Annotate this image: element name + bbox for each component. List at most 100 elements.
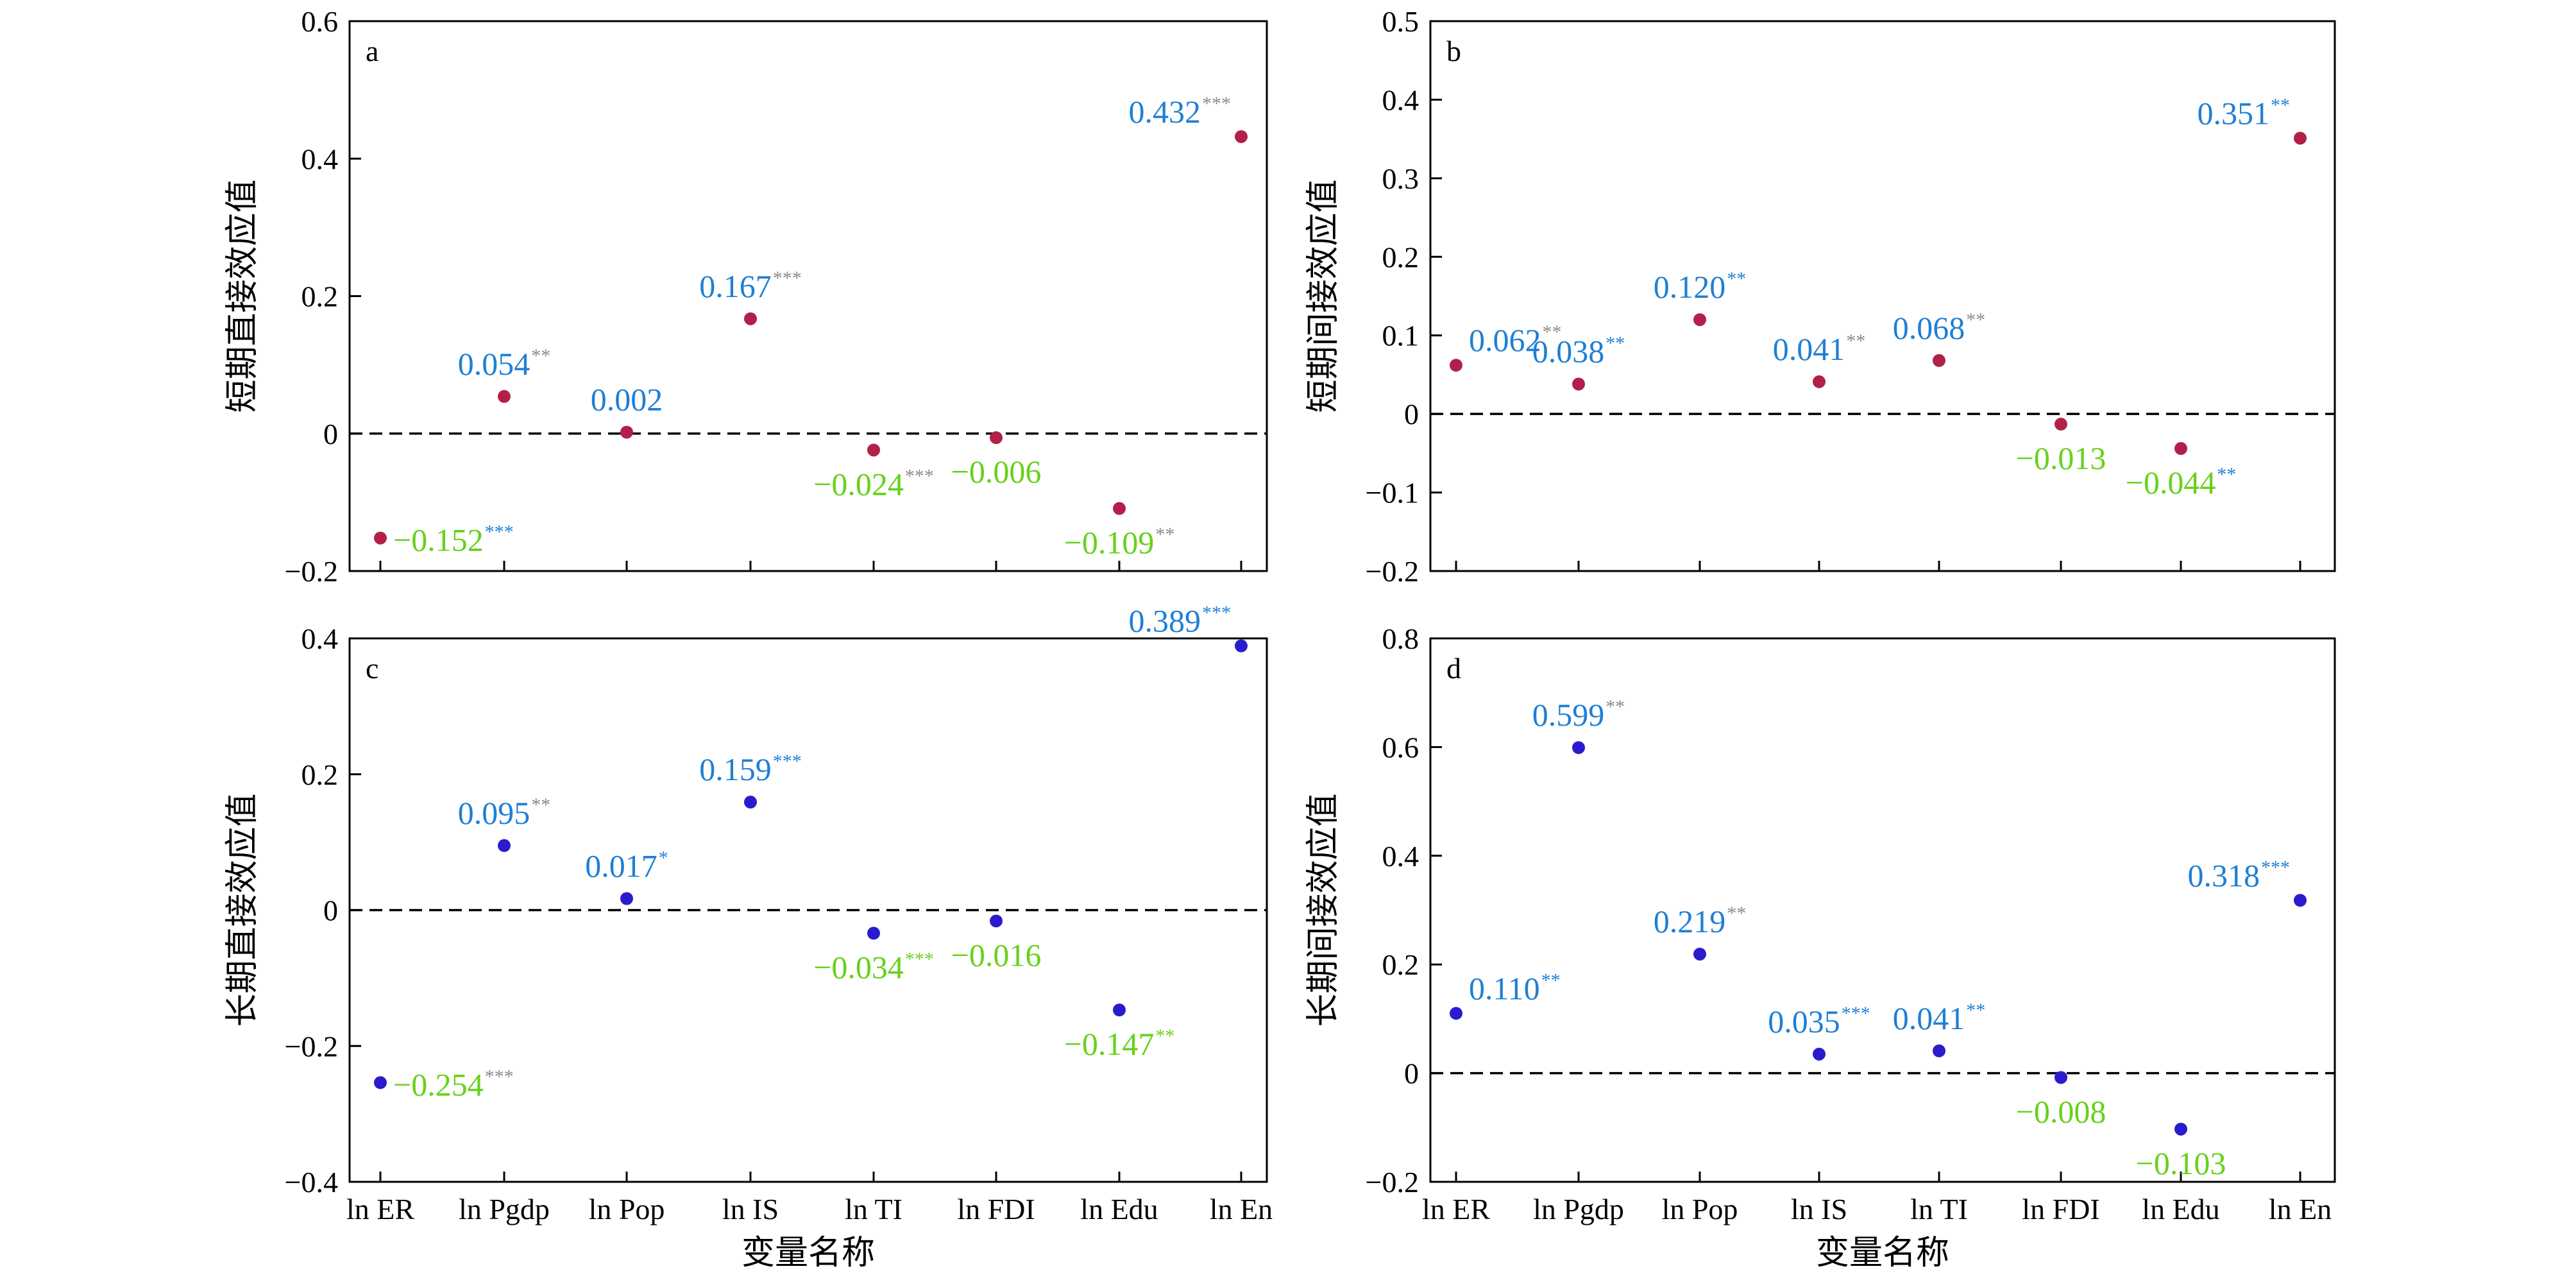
y-tick-label: 0.2 [301,280,339,313]
value-label: 0.432*** [1129,93,1232,130]
y-tick-label: 0.2 [1382,241,1419,273]
value-label: 0.351** [2198,94,2291,131]
data-point [1933,1044,1945,1057]
value-label: −0.152*** [393,522,514,558]
data-point [1450,359,1462,372]
panel-letter: c [366,652,378,685]
y-tick-label: −0.2 [285,1030,338,1062]
value-label: 0.095** [458,794,551,831]
significance-stars: ** [1966,309,1985,330]
y-tick-label: 0.1 [1382,320,1419,352]
y-tick-label: 0.4 [301,142,339,175]
significance-stars: ** [2217,464,2236,485]
data-point [1450,1007,1462,1020]
data-point [2055,418,2067,431]
value-label: −0.044** [2126,464,2237,500]
value-label: 0.002 [591,382,663,418]
value-label: 0.167*** [699,268,802,304]
significance-stars: ** [1155,524,1174,545]
value-label: −0.147** [1064,1025,1175,1062]
y-tick-label: 0.6 [1382,731,1419,764]
value-label: −0.013 [2016,440,2106,476]
y-tick-label: 0 [323,894,338,927]
significance-stars: ** [1543,321,1562,343]
x-tick-label: ln En [1210,1193,1273,1225]
value-label: 0.219** [1654,903,1747,939]
significance-stars: *** [1842,1003,1870,1024]
data-point [867,926,880,940]
significance-stars: * [659,848,668,869]
x-tick-label: ln En [2269,1193,2332,1225]
data-point [498,839,511,852]
significance-stars: ** [1606,333,1625,354]
x-tick-label: ln Pgdp [1533,1193,1624,1225]
value-label: 0.120** [1654,268,1747,305]
y-tick-label: −0.2 [1366,555,1419,588]
panel-a: a −0.2 0 0.2 0.4 0.6 短期直接效应值 −0.152*** 0.054** 0.… [223,5,1268,588]
data-point [990,431,1003,445]
value-label: 0.389*** [1129,602,1232,639]
y-tick-label: −0.4 [285,1166,338,1199]
y-tick-label: 0.2 [1382,948,1419,981]
value-label: 0.054** [458,345,551,382]
significance-stars: *** [485,522,514,543]
x-axis-label: 变量名称 [1816,1234,1949,1272]
data-point [620,425,633,439]
significance-stars: *** [773,268,802,289]
data-point [2294,132,2307,145]
value-label: 0.017* [585,848,668,884]
data-point [1572,377,1585,391]
significance-stars: ** [1727,268,1746,289]
y-tick-label: −0.1 [1366,477,1419,509]
y-tick-label: −0.2 [1366,1166,1419,1199]
x-tick-label: ln Edu [2142,1193,2219,1225]
x-tick-label: ln ER [346,1193,414,1225]
y-tick-label: 0.2 [301,758,339,791]
value-label: 0.035*** [1768,1003,1870,1039]
data-point [374,531,387,545]
data-point [1113,1003,1126,1017]
data-point [2055,1071,2067,1084]
significance-stars: ** [1966,1000,1985,1021]
value-label: −0.016 [951,937,1042,973]
y-tick-label: 0.5 [1382,5,1419,38]
data-point [1693,313,1706,327]
x-tick-label: ln IS [722,1193,779,1225]
value-label: −0.254*** [393,1066,514,1102]
y-tick-label: 0.8 [1382,622,1419,655]
x-tick-label: ln IS [1791,1193,1847,1225]
significance-stars: *** [1202,602,1231,624]
value-label: −0.103 [2136,1145,2226,1181]
data-point [2294,894,2307,907]
panel-d: d −0.2 0 0.2 0.4 0.6 0.8 ln ER ln Pgdp ln Pop ln I… [1304,622,2336,1272]
data-point [1693,948,1706,961]
plot-frame [1429,637,2336,1183]
significance-stars: ** [531,345,550,366]
value-label: −0.109** [1064,524,1175,561]
data-point [1235,130,1248,143]
significance-stars: ** [1155,1025,1174,1046]
y-tick-label: 0 [1404,398,1419,431]
value-label: −0.024*** [813,465,934,502]
x-tick-label: ln ER [1422,1193,1490,1225]
x-tick-label: ln Pop [589,1193,665,1225]
x-tick-label: ln TI [1910,1193,1968,1225]
panel-letter: a [366,35,378,67]
x-tick-label: ln TI [845,1193,902,1225]
y-axis-label: 长期直接效应值 [223,793,262,1027]
data-point [990,914,1003,928]
value-label: 0.110** [1469,969,1561,1006]
x-tick-label: ln Pgdp [459,1193,550,1225]
significance-stars: ** [531,794,550,815]
x-tick-label: ln FDI [957,1193,1035,1225]
data-point [1235,639,1248,653]
y-axis-label: 短期直接效应值 [223,179,262,413]
data-point [867,443,880,457]
data-point [2174,442,2187,456]
y-tick-label: 0.4 [301,622,339,655]
value-label: 0.068** [1893,309,1986,346]
value-label: 0.599** [1532,696,1625,733]
data-point [374,1076,387,1089]
significance-stars: ** [1541,969,1561,991]
